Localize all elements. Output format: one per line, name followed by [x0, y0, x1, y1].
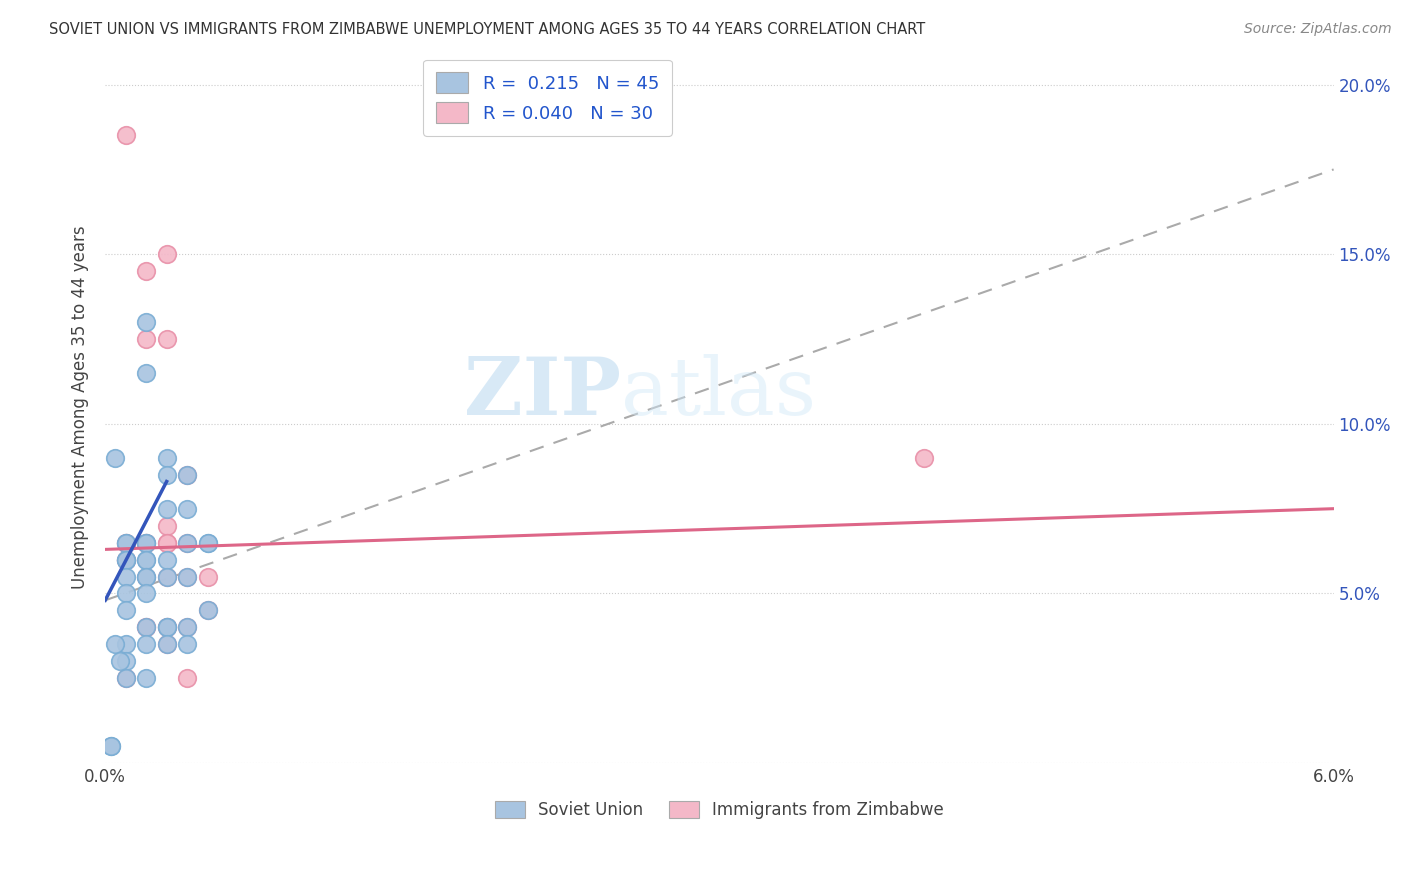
Point — [114, 552, 136, 566]
Point — [176, 569, 198, 583]
Point — [114, 128, 136, 143]
Point — [100, 739, 122, 754]
Point — [156, 569, 179, 583]
Point — [135, 366, 157, 380]
Point — [156, 620, 179, 634]
Point — [156, 247, 179, 261]
Point — [135, 620, 157, 634]
Point — [114, 552, 136, 566]
Text: SOVIET UNION VS IMMIGRANTS FROM ZIMBABWE UNEMPLOYMENT AMONG AGES 35 TO 44 YEARS : SOVIET UNION VS IMMIGRANTS FROM ZIMBABWE… — [49, 22, 925, 37]
Point — [135, 620, 157, 634]
Point — [197, 603, 219, 617]
Point — [114, 671, 136, 685]
Point — [176, 637, 198, 651]
Text: Source: ZipAtlas.com: Source: ZipAtlas.com — [1244, 22, 1392, 37]
Point — [176, 501, 198, 516]
Point — [135, 586, 157, 600]
Point — [114, 535, 136, 549]
Point — [114, 552, 136, 566]
Point — [176, 620, 198, 634]
Point — [114, 603, 136, 617]
Point — [135, 535, 157, 549]
Point — [156, 620, 179, 634]
Point — [135, 569, 157, 583]
Point — [135, 637, 157, 651]
Point — [176, 620, 198, 634]
Point — [156, 535, 179, 549]
Point — [197, 569, 219, 583]
Text: atlas: atlas — [621, 353, 817, 432]
Point — [104, 637, 127, 651]
Point — [114, 654, 136, 668]
Point — [135, 671, 157, 685]
Point — [104, 450, 127, 465]
Point — [114, 569, 136, 583]
Point — [114, 586, 136, 600]
Point — [114, 671, 136, 685]
Point — [100, 739, 122, 754]
Point — [135, 552, 157, 566]
Point — [176, 535, 198, 549]
Point — [135, 332, 157, 346]
Point — [156, 518, 179, 533]
Point — [176, 535, 198, 549]
Point — [135, 620, 157, 634]
Point — [197, 535, 219, 549]
Point — [114, 535, 136, 549]
Point — [114, 552, 136, 566]
Point — [114, 535, 136, 549]
Point — [176, 569, 198, 583]
Point — [135, 569, 157, 583]
Point — [156, 569, 179, 583]
Point — [135, 535, 157, 549]
Point — [176, 467, 198, 482]
Point — [135, 552, 157, 566]
Point — [135, 535, 157, 549]
Point — [114, 552, 136, 566]
Point — [156, 620, 179, 634]
Point — [156, 450, 179, 465]
Point — [156, 552, 179, 566]
Y-axis label: Unemployment Among Ages 35 to 44 years: Unemployment Among Ages 35 to 44 years — [72, 225, 89, 589]
Point — [912, 450, 935, 465]
Point — [156, 535, 179, 549]
Point — [156, 501, 179, 516]
Point — [108, 654, 131, 668]
Point — [156, 467, 179, 482]
Point — [135, 569, 157, 583]
Point — [135, 315, 157, 329]
Point — [135, 535, 157, 549]
Point — [156, 637, 179, 651]
Point — [197, 603, 219, 617]
Point — [135, 264, 157, 278]
Point — [114, 637, 136, 651]
Point — [156, 332, 179, 346]
Point — [197, 535, 219, 549]
Legend: Soviet Union, Immigrants from Zimbabwe: Soviet Union, Immigrants from Zimbabwe — [488, 795, 950, 826]
Point — [114, 535, 136, 549]
Point — [156, 620, 179, 634]
Point — [156, 637, 179, 651]
Point — [176, 671, 198, 685]
Point — [176, 467, 198, 482]
Text: ZIP: ZIP — [464, 353, 621, 432]
